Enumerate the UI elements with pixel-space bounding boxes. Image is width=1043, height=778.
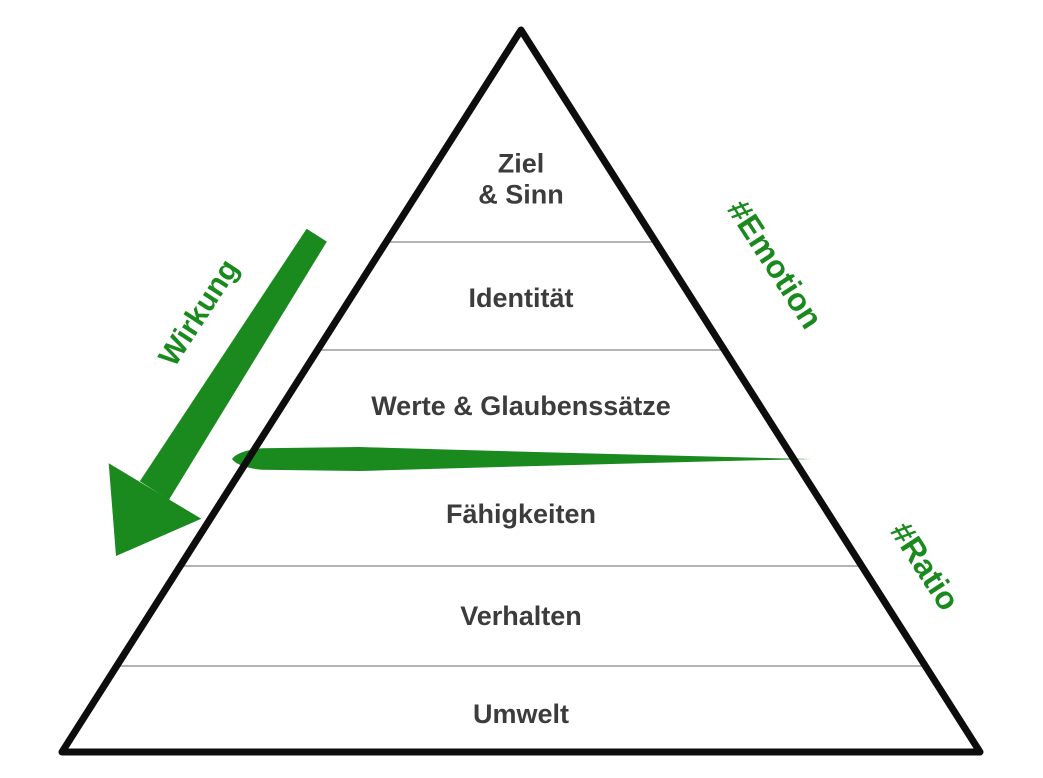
pyramid-diagram: Ziel& Sinn Identität Werte & Glaubenssätze…: [0, 0, 1043, 778]
pyramid-level-label: Werte & Glaubenssätze: [371, 391, 671, 421]
pyramid-level-label: Umwelt: [473, 699, 569, 729]
pyramid-level-label: Identität: [469, 283, 574, 313]
highlight-divider: [232, 447, 812, 471]
pyramid-level: Ziel& Sinn: [478, 148, 564, 209]
side-label-emotion: #Emotion: [720, 193, 830, 335]
pyramid-level: Werte & Glaubenssätze: [371, 391, 671, 421]
pyramid-level-label: & Sinn: [478, 179, 564, 209]
side-label-ratio: #Ratio: [883, 515, 966, 617]
pyramid-level: Verhalten: [460, 601, 582, 631]
pyramid-level-label: Verhalten: [460, 601, 582, 631]
pyramid-level: Umwelt: [473, 699, 569, 729]
pyramid-level: Identität: [469, 283, 574, 313]
pyramid-level-label: Fähigkeiten: [446, 499, 596, 529]
pyramid-level-label: Ziel: [498, 148, 545, 178]
pyramid-level: Fähigkeiten: [446, 499, 596, 529]
